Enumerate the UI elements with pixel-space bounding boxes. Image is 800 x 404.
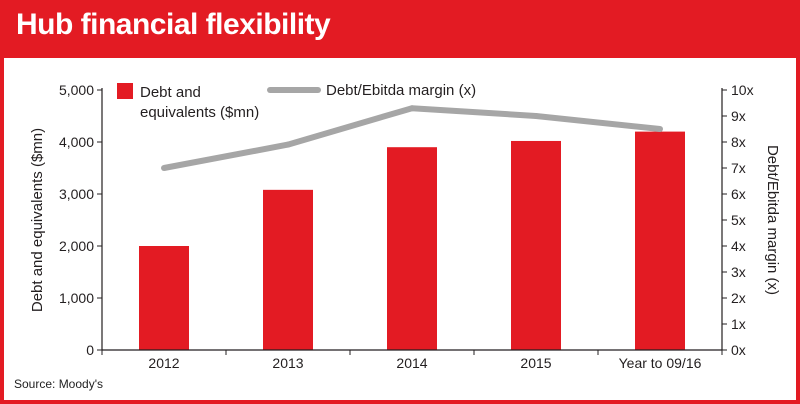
bar-2012 [139,246,189,350]
source-note: Source: Moody's [14,377,103,391]
right-tick-label: 6x [731,186,746,202]
x-tick-label: 2012 [148,355,179,371]
right-tick-label: 4x [731,238,746,254]
line-point-4 [533,113,539,119]
right-tick-label: 10x [731,82,754,98]
legend-bar-label: equivalents ($mn) [140,104,259,121]
left-tick-label: 4,000 [59,134,94,150]
left-tick-label: 3,000 [59,186,94,202]
right-tick-label: 9x [731,108,746,124]
line-point-3 [409,105,415,112]
right-tick-label: 8x [731,134,746,150]
title-bar: Hub financial flexibility [0,0,800,58]
x-tick-label: 2013 [272,355,303,371]
line-point-2 [285,141,291,148]
left-axis-title: Debt and equivalents ($mn) [29,128,46,312]
left-tick-label: 1,000 [59,290,94,306]
right-tick-label: 1x [731,316,746,332]
legend-bar-swatch [117,83,133,99]
bar-2014 [387,147,437,350]
x-tick-label: 2015 [520,355,551,371]
x-tick-label: 2014 [396,355,427,371]
right-tick-label: 3x [731,264,746,280]
bar-2013 [263,189,313,350]
right-tick-label: 2x [731,290,746,306]
bar-year-to-09-16 [635,131,685,350]
right-axis-title: Debt/Ebitda margin (x) [764,145,781,295]
chart-title: Hub financial flexibility [16,8,331,41]
left-tick-label: 2,000 [59,238,94,254]
line-point-5 [657,126,663,132]
bar-2015 [511,140,561,350]
left-tick-label: 0 [86,342,94,358]
x-tick-label: Year to 09/16 [619,355,702,371]
line-point-1 [161,165,167,171]
left-tick-label: 5,000 [59,82,94,98]
legend-bar-label: Debt and [140,84,201,101]
right-tick-label: 0x [731,342,746,358]
right-tick-label: 5x [731,212,746,228]
right-tick-label: 7x [731,160,746,176]
legend-line-label: Debt/Ebitda margin (x) [326,82,476,99]
